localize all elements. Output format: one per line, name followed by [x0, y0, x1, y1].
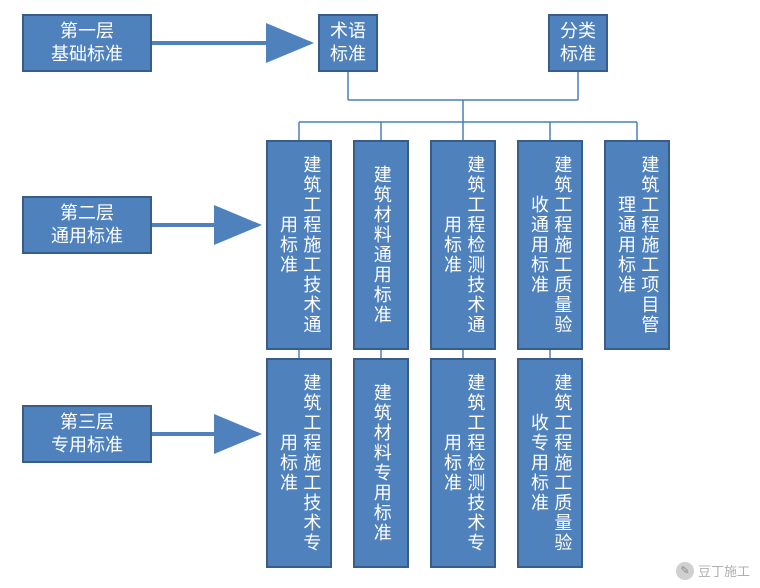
terminology-line1: 术语: [330, 20, 366, 43]
layer1-line2: 基础标准: [51, 43, 123, 66]
layer3-line2: 专用标准: [51, 434, 123, 457]
layer1-line1: 第一层: [51, 20, 123, 43]
row2-node-5: 建筑工程施工项目管理通用标准: [604, 140, 670, 350]
layer2-label-box: 第二层 通用标准: [22, 196, 152, 254]
row2-node-2: 建筑材料通用标准: [353, 140, 409, 350]
layer3-line1: 第三层: [51, 411, 123, 434]
row3-node-1: 建筑工程施工技术专用标准: [266, 358, 332, 568]
classification-line2: 标准: [560, 43, 596, 66]
terminology-node: 术语 标准: [318, 14, 378, 72]
row3-node-3: 建筑工程检测技术专用标准: [430, 358, 496, 568]
classification-line1: 分类: [560, 20, 596, 43]
watermark-icon: ✎: [676, 562, 694, 580]
row2-node-4: 建筑工程施工质量验收通用标准: [517, 140, 583, 350]
row2-node-1: 建筑工程施工技术通用标准: [266, 140, 332, 350]
terminology-line2: 标准: [330, 43, 366, 66]
row3-node-2: 建筑材料专用标准: [353, 358, 409, 568]
classification-node: 分类 标准: [548, 14, 608, 72]
layer2-line1: 第二层: [51, 202, 123, 225]
layer2-line2: 通用标准: [51, 225, 123, 248]
watermark-text: 豆丁施工: [698, 561, 750, 580]
row2-node-3: 建筑工程检测技术通用标准: [430, 140, 496, 350]
layer1-label-box: 第一层 基础标准: [22, 14, 152, 72]
watermark: ✎ 豆丁施工: [676, 561, 750, 580]
row3-node-4: 建筑工程施工质量验收专用标准: [517, 358, 583, 568]
layer3-label-box: 第三层 专用标准: [22, 405, 152, 463]
